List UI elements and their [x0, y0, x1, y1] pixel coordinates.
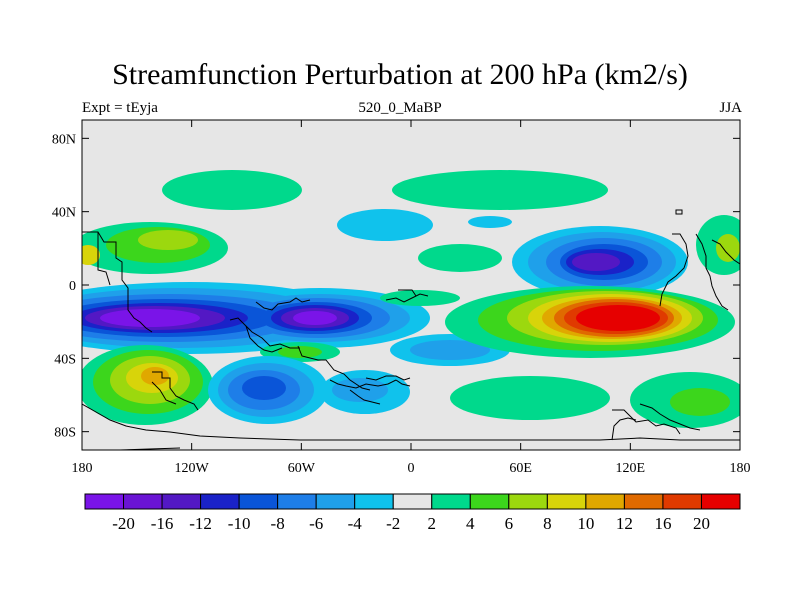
- colorbar-label: 2: [428, 514, 437, 533]
- contour-sp-orange: [141, 367, 169, 385]
- contour-e-atl-green: [380, 290, 460, 306]
- y-tick-label: 80S: [54, 426, 76, 441]
- contour-si-lgreen: [670, 388, 730, 416]
- contour-n-green-3: [418, 244, 502, 272]
- colorbar-swatch: [585, 493, 625, 510]
- y-tick-label: 80N: [52, 132, 76, 147]
- contour-n-yg-4: [716, 234, 740, 262]
- contour-np-yellow: [82, 245, 100, 265]
- colorbar: -20 -16 -12 -10 -8 -6 -4 -2 2 4 6 8 10 12 16 20: [84, 493, 741, 533]
- contour-np-ygreen: [138, 230, 198, 250]
- x-tick-label: 180: [730, 461, 751, 476]
- x-axis: 180 120W 60W 0 60E 120E 180: [72, 120, 751, 476]
- colorbar-swatch: [315, 493, 356, 510]
- colorbar-label: -16: [151, 514, 174, 533]
- contour-n-pacific-green: [162, 170, 302, 210]
- contour-trop-band-14: [293, 311, 337, 325]
- colorbar-label: -10: [228, 514, 251, 533]
- contour-e-atl-blue2: [410, 340, 490, 360]
- contour-field: [82, 120, 740, 450]
- contour-sa-low-6: [332, 378, 388, 402]
- colorbar-swatch: [161, 493, 202, 510]
- colorbar-swatch: [123, 493, 163, 510]
- contour-sa-low-4: [242, 376, 286, 400]
- y-tick-label: 40S: [54, 352, 76, 367]
- x-tick-label: 120E: [616, 461, 646, 476]
- x-tick-label: 120W: [175, 461, 210, 476]
- colorbar-swatch: [623, 493, 664, 510]
- colorbar-label: -2: [386, 514, 400, 533]
- colorbar-swatch: [84, 493, 125, 510]
- x-tick-label: 60W: [288, 461, 316, 476]
- colorbar-swatch: [354, 493, 394, 510]
- colorbar-label: -6: [309, 514, 323, 533]
- y-axis: 80N 40N 0 40S 80S: [52, 132, 740, 441]
- y-tick-label: 40N: [52, 206, 76, 221]
- contour-n-blue-2: [468, 216, 512, 228]
- colorbar-label: 20: [693, 514, 710, 533]
- contour-n-blue-1: [337, 209, 433, 241]
- colorbar-swatch: [277, 493, 317, 510]
- colorbar-label: 10: [577, 514, 594, 533]
- colorbar-label: -12: [189, 514, 212, 533]
- colorbar-swatch: [431, 493, 471, 510]
- contour-n-atlantic-green: [392, 170, 608, 210]
- colorbar-label: 4: [466, 514, 475, 533]
- colorbar-swatch: [508, 493, 548, 510]
- colorbar-label: -8: [271, 514, 285, 533]
- contour-si-green: [450, 376, 610, 420]
- contour-trop-band-13: [100, 309, 200, 327]
- coastlines: [82, 209, 740, 450]
- colorbar-label: 12: [616, 514, 633, 533]
- x-tick-label: 0: [408, 461, 415, 476]
- colorbar-label: 6: [505, 514, 514, 533]
- season-label: JJA: [719, 100, 742, 116]
- colorbar-swatch: [662, 493, 702, 510]
- colorbar-label: 16: [654, 514, 671, 533]
- colorbar-swatch: [200, 493, 240, 510]
- period-label: 520_0_MaBP: [358, 100, 442, 116]
- colorbar-swatch: [546, 493, 587, 510]
- colorbar-label: -20: [112, 514, 135, 533]
- colorbar-label: -4: [348, 514, 363, 533]
- experiment-label: Expt = tEyja: [82, 100, 158, 116]
- x-tick-label: 180: [72, 461, 93, 476]
- colorbar-swatch: [469, 493, 510, 510]
- colorbar-swatch: [238, 493, 279, 510]
- colorbar-swatch: [392, 493, 433, 510]
- y-tick-label: 0: [69, 279, 76, 294]
- chart-title: Streamfunction Perturbation at 200 hPa (…: [112, 58, 688, 91]
- colorbar-swatch: [700, 493, 741, 510]
- colorbar-label: 8: [543, 514, 552, 533]
- x-tick-label: 60E: [509, 461, 532, 476]
- contour-asia-high-8: [576, 305, 660, 331]
- contour-asia-low-6: [572, 253, 620, 271]
